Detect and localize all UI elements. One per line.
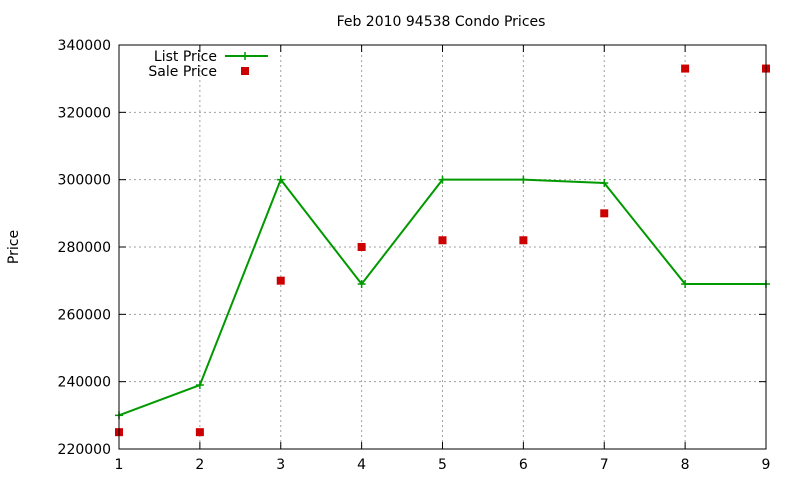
legend-entry: List Price xyxy=(154,49,268,65)
x-tick-label: 7 xyxy=(600,457,609,473)
x-tick-label: 1 xyxy=(115,457,124,473)
x-tick-label: 5 xyxy=(438,457,447,473)
y-tick-label: 260000 xyxy=(58,307,111,323)
data-point-square xyxy=(195,428,204,437)
data-point-square xyxy=(600,209,609,218)
x-tick-label: 9 xyxy=(762,457,771,473)
data-point-square xyxy=(438,236,447,245)
grid-lines xyxy=(119,45,766,449)
data-point-square xyxy=(357,243,366,251)
y-axis-label: Price xyxy=(6,230,22,264)
y-tick-label: 280000 xyxy=(58,240,111,256)
x-tick-label: 6 xyxy=(519,457,528,473)
axes: 220000 240000 260000 280000 300000 320000 3400… xyxy=(58,38,771,473)
x-tick-label: 8 xyxy=(681,457,690,473)
y-tick-label: 220000 xyxy=(58,442,111,458)
data-point-marker xyxy=(681,280,690,289)
x-tick-label: 3 xyxy=(276,457,285,473)
data-point-marker xyxy=(195,381,204,390)
x-tick-label: 2 xyxy=(195,457,204,473)
data-point-marker xyxy=(276,175,285,184)
legend-marker-sample xyxy=(241,67,249,75)
y-tick-label: 340000 xyxy=(58,38,111,54)
data-point-square xyxy=(681,64,690,73)
legend-entry: Sale Price xyxy=(148,64,249,80)
y-tick-label: 300000 xyxy=(58,173,111,189)
legend-label: Sale Price xyxy=(148,64,217,80)
chart-title: Feb 2010 94538 Condo Prices xyxy=(337,14,546,30)
x-tick-label: 4 xyxy=(357,457,366,473)
data-point-marker xyxy=(519,175,528,184)
data-point-marker xyxy=(600,179,609,188)
data-point-square xyxy=(519,236,528,245)
data-point-marker xyxy=(438,175,447,184)
y-tick-label: 320000 xyxy=(58,105,111,121)
data-point-marker xyxy=(357,280,366,289)
y-tick-label: 240000 xyxy=(58,375,111,391)
data-point-square xyxy=(276,276,285,285)
legend-label: List Price xyxy=(154,49,217,65)
